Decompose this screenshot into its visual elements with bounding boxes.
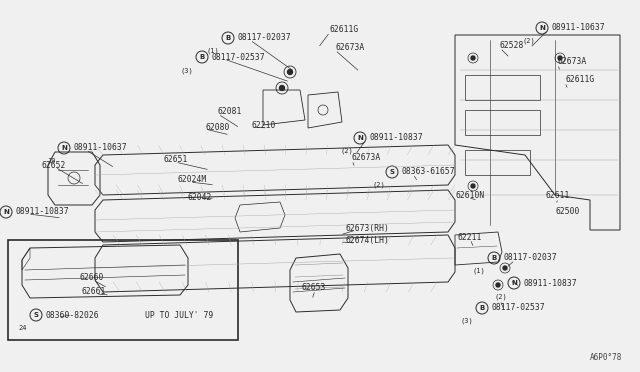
Text: 62661: 62661 xyxy=(82,288,106,296)
Text: 62528: 62528 xyxy=(500,42,524,51)
Text: 62500: 62500 xyxy=(555,208,579,217)
Text: 08911-10837: 08911-10837 xyxy=(15,208,68,217)
Text: B: B xyxy=(492,255,497,261)
Text: 62210: 62210 xyxy=(252,121,276,129)
Text: 62673A: 62673A xyxy=(352,154,381,163)
Text: 24: 24 xyxy=(19,325,28,331)
Text: 62042: 62042 xyxy=(188,192,212,202)
Text: (2): (2) xyxy=(340,148,353,154)
Text: B: B xyxy=(225,35,230,41)
Text: 62024M: 62024M xyxy=(178,176,207,185)
Text: 62673A: 62673A xyxy=(335,44,364,52)
Circle shape xyxy=(280,86,285,90)
Circle shape xyxy=(503,266,507,270)
Text: 62611G: 62611G xyxy=(330,26,359,35)
Text: 62673A: 62673A xyxy=(558,58,588,67)
Text: 62610N: 62610N xyxy=(455,192,484,201)
Text: 62653: 62653 xyxy=(302,283,326,292)
Text: (2): (2) xyxy=(523,38,536,45)
Text: 62611G: 62611G xyxy=(565,76,595,84)
Text: N: N xyxy=(357,135,363,141)
Text: S: S xyxy=(390,169,394,175)
Text: 10: 10 xyxy=(47,158,55,164)
Text: 62211: 62211 xyxy=(457,232,481,241)
Text: 08911-10837: 08911-10837 xyxy=(523,279,577,288)
Text: UP TO JULY' 79: UP TO JULY' 79 xyxy=(145,311,213,320)
Text: 62081: 62081 xyxy=(218,108,243,116)
Text: 08360-82026: 08360-82026 xyxy=(45,311,99,320)
Bar xyxy=(8,240,238,340)
Text: 62651: 62651 xyxy=(163,155,188,164)
Text: S: S xyxy=(33,312,38,318)
Text: B: B xyxy=(479,305,484,311)
Text: (1): (1) xyxy=(472,268,485,275)
Circle shape xyxy=(558,56,562,60)
Text: 08911-10637: 08911-10637 xyxy=(551,23,605,32)
Text: 62652: 62652 xyxy=(42,160,67,170)
Text: B: B xyxy=(200,54,205,60)
Text: 08117-02037: 08117-02037 xyxy=(237,33,291,42)
Text: 62674(LH): 62674(LH) xyxy=(345,237,389,246)
Text: (3): (3) xyxy=(180,67,193,74)
Text: N: N xyxy=(61,145,67,151)
Text: 08117-02537: 08117-02537 xyxy=(211,52,264,61)
Circle shape xyxy=(471,56,475,60)
Circle shape xyxy=(496,283,500,287)
Text: N: N xyxy=(3,209,9,215)
Text: 62611: 62611 xyxy=(546,192,570,201)
Text: (2): (2) xyxy=(495,293,508,299)
Text: 08911-10837: 08911-10837 xyxy=(369,134,422,142)
Text: 08117-02037: 08117-02037 xyxy=(503,253,557,263)
Text: 62660: 62660 xyxy=(80,273,104,282)
Circle shape xyxy=(287,70,292,74)
Text: (3): (3) xyxy=(461,318,474,324)
Text: N: N xyxy=(539,25,545,31)
Text: 62080: 62080 xyxy=(205,122,229,131)
Text: N: N xyxy=(511,280,517,286)
Text: 08363-61657: 08363-61657 xyxy=(401,167,454,176)
Text: 62673(RH): 62673(RH) xyxy=(345,224,389,232)
Text: 08117-02537: 08117-02537 xyxy=(491,304,545,312)
Text: (2): (2) xyxy=(372,182,385,189)
Circle shape xyxy=(471,184,475,188)
Text: A6P0°78: A6P0°78 xyxy=(589,353,622,362)
Text: 08911-10637: 08911-10637 xyxy=(73,144,127,153)
Text: (1): (1) xyxy=(207,48,220,55)
